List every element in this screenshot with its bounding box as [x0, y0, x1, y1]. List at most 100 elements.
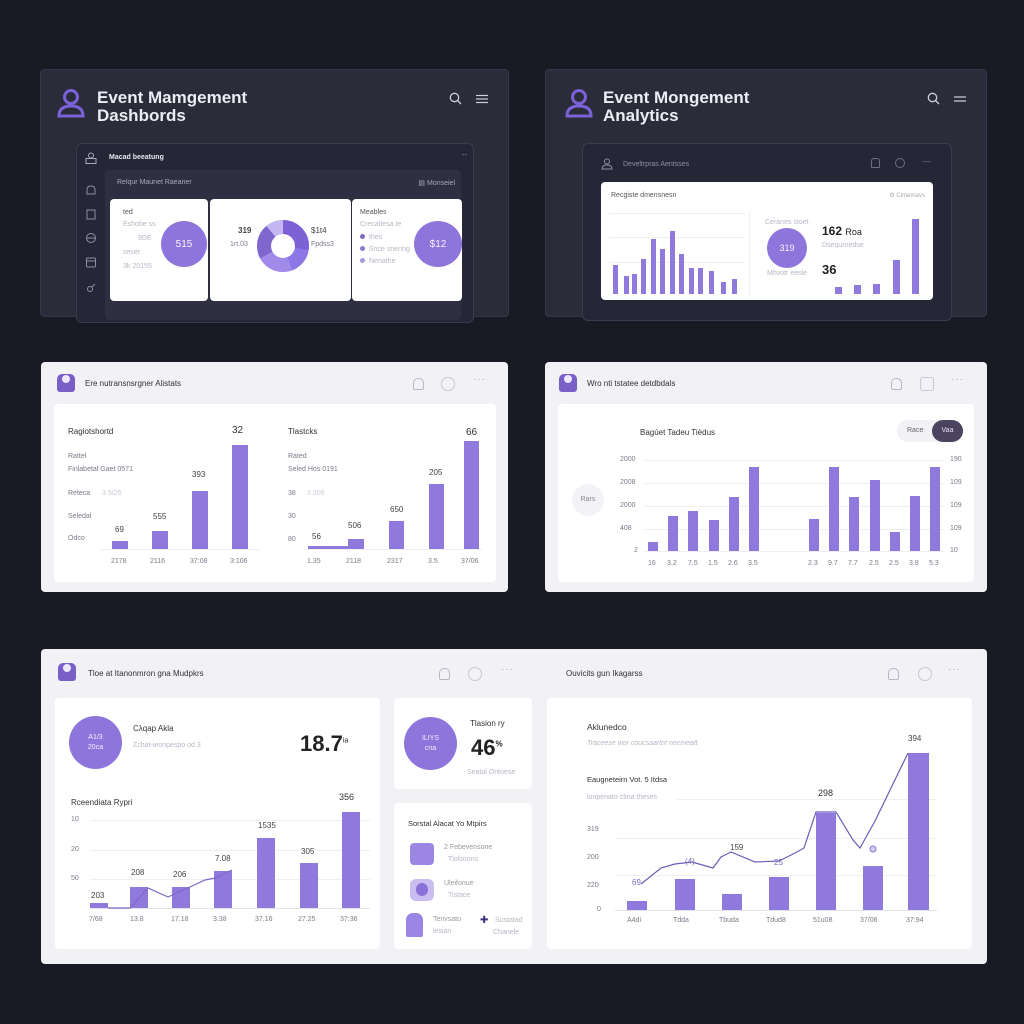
location-icon: [410, 879, 434, 901]
donut-right-bottom: Fpdss3: [311, 241, 334, 248]
user-icon: [565, 89, 593, 118]
info-icon[interactable]: [920, 377, 934, 391]
more-button[interactable]: --: [461, 150, 467, 159]
circle-line2: 20ca: [87, 743, 104, 751]
panel-title: Tloe at Itanonmron gna Mudpkrs: [88, 669, 204, 678]
row-label: 38: [288, 490, 296, 497]
search-icon[interactable]: [927, 92, 940, 105]
more-icon[interactable]: ···: [501, 664, 514, 675]
sidebar-folder-icon[interactable]: [85, 208, 97, 220]
circle-value: 319: [779, 243, 795, 253]
card-sub1: Eshobe ss: [123, 221, 156, 228]
panel-title-line1: Event Mongement: [603, 88, 750, 107]
kpi-number: 46: [471, 735, 496, 760]
chart-top-value: 66: [466, 427, 478, 438]
chart-top-value: 394: [908, 734, 922, 743]
menu-icon[interactable]: [476, 94, 488, 104]
circle-value: $12: [429, 238, 447, 250]
chart-title: Rceendiata Rypri: [71, 798, 133, 807]
charts-container: Ragiotshortd 32 Rattel Finlabetal Gaet 0…: [54, 404, 496, 582]
more-icon[interactable]: ···: [948, 664, 961, 675]
card-action[interactable]: ⚙ Cimernavs: [889, 192, 925, 199]
divider: [749, 210, 750, 298]
info-icon[interactable]: [468, 667, 482, 681]
chart-title: Tlastcks: [288, 427, 318, 436]
trend-line: [640, 752, 909, 885]
extra-line2: Chanele: [493, 929, 520, 936]
side-pill[interactable]: Rars: [572, 484, 604, 516]
panel-title: Wro nti tstatee detdbdals: [587, 379, 676, 388]
more-button[interactable]: —: [922, 156, 931, 166]
inner-title: Macad beeatung: [109, 154, 164, 161]
sidebar-settings-icon[interactable]: [85, 282, 97, 294]
registration-card: Recgiste dmensnesn ⚙ Cimernavs Ceranes s…: [601, 182, 933, 300]
toggle-option-race[interactable]: Race: [907, 427, 924, 434]
attendance-card: Aklunedco Traceese wor coucsaartnt necme…: [547, 698, 972, 949]
series-title: Eaugneteirn Vot. 5 Itdsa: [587, 775, 668, 784]
card-action-label: Cimernavs: [896, 193, 925, 199]
settings-icon: ⚙: [889, 193, 895, 199]
lock-button[interactable]: [871, 158, 880, 168]
more-icon[interactable]: ···: [951, 374, 964, 385]
card-sub2: 9DE: [138, 235, 152, 242]
social-item[interactable]: Uleifonue Tistace: [408, 877, 528, 903]
kpi-value: 46%: [471, 735, 503, 761]
row-label: Odco: [68, 535, 85, 542]
circle-line2: cna: [424, 744, 437, 752]
donut-right-top: $1t4: [311, 226, 327, 235]
dashboard-panel-5: Tloe at Itanonmron gna Mudpkrs ··· Ouvic…: [41, 649, 987, 964]
info-icon[interactable]: [918, 667, 932, 681]
sidebar-globe-icon[interactable]: [85, 232, 97, 244]
lock-icon[interactable]: [891, 378, 902, 390]
legend-item: Nenathe: [360, 258, 410, 265]
stat-circle: 515: [161, 221, 207, 267]
info-icon[interactable]: [441, 377, 455, 391]
chart-container: Bagúet Tadeu Tièdus Race Vaa Rars 2000 2…: [558, 404, 974, 582]
donut-card[interactable]: 319 1rt.03 $1t4 Fpdss3: [210, 199, 351, 301]
section-action[interactable]: ▤ Monseiel: [418, 179, 455, 187]
row-label: Finlabetal Gaet 0571: [68, 466, 133, 473]
user-icon: [57, 374, 75, 392]
extra-line1: Sustatad: [495, 917, 523, 924]
social-item[interactable]: 2 Febevensone Tlolsoons: [408, 841, 528, 867]
stat2-value: 36: [822, 262, 837, 277]
add-button[interactable]: ✚: [480, 915, 489, 926]
sidebar-bell-icon[interactable]: [85, 184, 97, 196]
stat-card-1[interactable]: ted Eshobe ss 9DE seser 3k 20155 515: [110, 199, 208, 301]
lock-icon[interactable]: [413, 378, 424, 390]
lock-icon[interactable]: [439, 668, 450, 680]
legend: thes Snce snering Nenathe: [360, 234, 410, 265]
card-title: Recgiste dmensnesn: [611, 192, 677, 199]
chart-top-value: 32: [232, 425, 244, 436]
panel-title-right: Ouvicits gun Ikagarss: [566, 669, 643, 678]
toggle-option-active[interactable]: Vaa: [932, 420, 963, 442]
profile-button[interactable]: [895, 158, 905, 168]
user-icon: [559, 374, 577, 392]
more-icon[interactable]: ···: [473, 374, 486, 385]
row-label: 80: [288, 536, 296, 543]
tag-icon: [406, 913, 423, 937]
stat-card-3[interactable]: Meables Crecatlesa te thes Snce snering …: [352, 199, 462, 301]
chart-title: Aklunedco: [587, 722, 627, 732]
sidebar-calendar-icon[interactable]: [85, 256, 97, 268]
section-title: Relqur Maunet Raeaner: [117, 179, 192, 186]
chart-subtitle: Traceese wor coucsaartnt necmeatt: [587, 740, 698, 747]
panel-title-line2: Dashbords: [97, 106, 186, 125]
user-small-icon: [601, 158, 613, 170]
kpi-card-2: ILIYS cna Tlasion ry 46% Seatal Ontoese: [394, 698, 532, 789]
kpi-unit: %: [495, 739, 503, 749]
lock-icon[interactable]: [888, 668, 899, 680]
stat1-value: 162: [822, 224, 843, 238]
social-card: Sorstal Alacat Yo Mtpirs 2 Febevensone T…: [394, 803, 532, 949]
row-label: Rated: [288, 453, 307, 460]
sidebar-user-icon[interactable]: [85, 152, 97, 164]
circle-value: 515: [175, 238, 193, 250]
search-icon[interactable]: [449, 92, 462, 105]
social-item[interactable]: Tenvsato lesian: [404, 913, 474, 941]
filter-icon[interactable]: [954, 94, 966, 104]
row-inline: 3 206: [307, 490, 325, 497]
series-subtitle: lonpenato ctina theses: [587, 794, 658, 801]
circle-line1: ILIYS: [421, 734, 440, 742]
row-inline: 3 5/26: [102, 490, 122, 497]
dashboard-panel-1: Event Mamgement Dashbords Macad beeatung…: [40, 69, 509, 323]
